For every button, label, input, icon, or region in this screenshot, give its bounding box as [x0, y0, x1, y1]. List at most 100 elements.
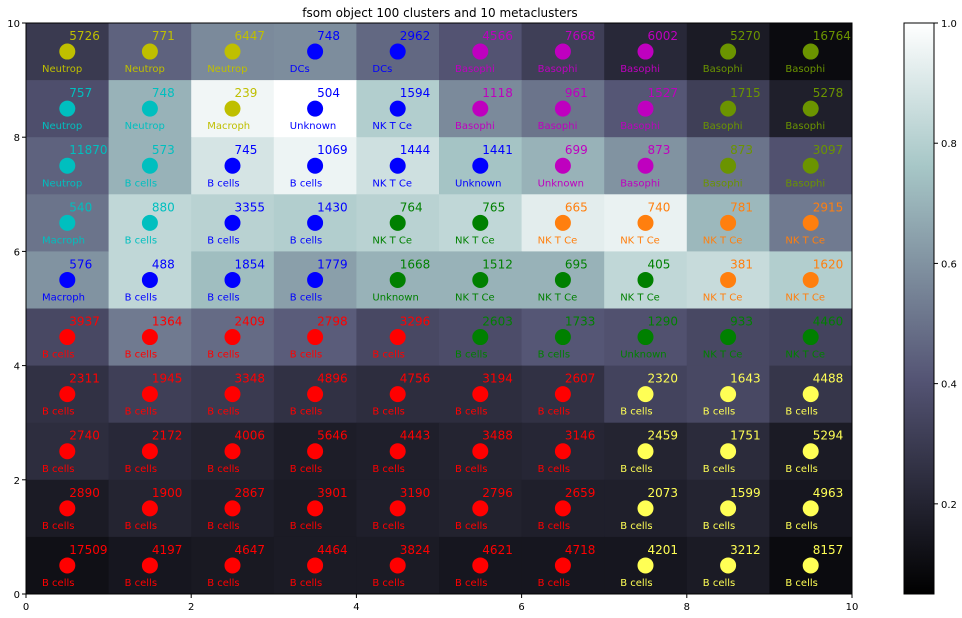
cluster-label: Basophi	[785, 121, 825, 132]
cluster-label: B cells	[290, 464, 322, 475]
cluster-label: NK T Ce	[455, 293, 495, 304]
cluster-label: Basophi	[620, 178, 660, 189]
cluster-marker	[59, 157, 76, 174]
cluster-marker	[59, 214, 76, 231]
cluster-count: 665	[565, 200, 588, 214]
cluster-marker	[59, 500, 76, 517]
cluster-label: B cells	[372, 464, 404, 475]
cluster-count: 5270	[730, 29, 761, 43]
cluster-label: Unknown	[290, 121, 336, 132]
cluster-label: DCs	[290, 64, 310, 75]
cluster-marker	[389, 100, 406, 117]
cluster-count: 3296	[400, 315, 431, 329]
cluster-marker	[554, 100, 571, 117]
cluster-count: 16764	[813, 29, 851, 43]
cluster-label: B cells	[620, 407, 652, 418]
cluster-label: B cells	[785, 464, 817, 475]
cluster-label: B cells	[785, 521, 817, 532]
cluster-label: B cells	[125, 293, 157, 304]
cluster-label: B cells	[703, 407, 735, 418]
cluster-label: B cells	[207, 235, 239, 246]
cluster-marker	[554, 214, 571, 231]
cluster-label: B cells	[125, 464, 157, 475]
cluster-count: 2915	[813, 200, 844, 214]
cluster-label: Macroph	[42, 235, 85, 246]
cluster-label: Neutrop	[42, 178, 82, 189]
cluster-marker	[307, 214, 324, 231]
cluster-marker	[802, 500, 819, 517]
cluster-count: 1069	[317, 143, 348, 157]
cluster-count: 748	[317, 29, 340, 43]
cluster-label: NK T Ce	[703, 293, 743, 304]
y-axis: 0 2 4 6 8 10	[7, 19, 26, 601]
cluster-marker	[141, 329, 158, 346]
cluster-label: Basophi	[538, 64, 578, 75]
cluster-label: B cells	[290, 293, 322, 304]
cluster-label: B cells	[207, 407, 239, 418]
cluster-count: 1441	[482, 143, 513, 157]
cluster-marker	[637, 43, 654, 60]
cluster-count: 2740	[69, 429, 100, 443]
cluster-count: 740	[648, 200, 671, 214]
cluster-count: 4718	[565, 543, 596, 557]
cluster-marker	[224, 100, 241, 117]
cluster-label: B cells	[42, 350, 74, 361]
cluster-marker	[472, 100, 489, 117]
cluster-marker	[472, 500, 489, 517]
cluster-label: B cells	[455, 407, 487, 418]
cluster-marker	[472, 329, 489, 346]
cluster-label: B cells	[785, 407, 817, 418]
cluster-marker	[224, 329, 241, 346]
cluster-count: 4197	[152, 543, 183, 557]
cluster-label: B cells	[703, 464, 735, 475]
cluster-count: 1290	[648, 315, 679, 329]
cluster-label: B cells	[207, 464, 239, 475]
cluster-count: 4896	[317, 372, 348, 386]
colorbar-tick-label: 1.0	[941, 19, 957, 30]
cluster-count: 1751	[730, 429, 761, 443]
cluster-marker	[472, 43, 489, 60]
cluster-label: Neutrop	[207, 64, 247, 75]
cluster-count: 1945	[152, 372, 183, 386]
x-tick-label: 4	[353, 602, 359, 613]
cluster-marker	[224, 557, 241, 574]
cluster-marker	[720, 100, 737, 117]
cluster-label: B cells	[538, 407, 570, 418]
y-tick-label: 2	[14, 476, 20, 487]
cluster-count: 405	[648, 257, 671, 271]
cluster-count: 3937	[69, 315, 100, 329]
cluster-marker	[802, 157, 819, 174]
cluster-marker	[554, 271, 571, 288]
cluster-count: 4963	[813, 486, 844, 500]
cluster-label: NK T Ce	[785, 293, 825, 304]
cluster-label: B cells	[290, 578, 322, 589]
cluster-count: 3190	[400, 486, 431, 500]
cluster-marker	[472, 443, 489, 460]
cluster-label: Basophi	[455, 121, 495, 132]
cluster-count: 4201	[648, 543, 679, 557]
x-tick-label: 2	[188, 602, 194, 613]
cluster-count: 2867	[235, 486, 266, 500]
cluster-marker	[720, 557, 737, 574]
cluster-marker	[720, 500, 737, 517]
cluster-marker	[224, 386, 241, 403]
cluster-label: Neutrop	[125, 64, 165, 75]
cluster-marker	[802, 100, 819, 117]
cluster-label: B cells	[785, 578, 817, 589]
cluster-marker	[224, 43, 241, 60]
cluster-markers: 5726 Neutrop 771 Neutrop 6447 Neutrop 748 DCs 29…	[42, 29, 851, 589]
cluster-label: B cells	[207, 350, 239, 361]
cluster-count: 2603	[482, 315, 513, 329]
cluster-count: 4621	[482, 543, 513, 557]
cluster-label: NK T Ce	[620, 293, 660, 304]
cluster-marker	[637, 557, 654, 574]
cluster-count: 11870	[69, 143, 107, 157]
colorbar-tick-label: 0.2	[941, 500, 957, 511]
cluster-marker	[637, 443, 654, 460]
cluster-count: 1733	[565, 315, 596, 329]
cluster-label: B cells	[42, 521, 74, 532]
cluster-label: NK T Ce	[785, 350, 825, 361]
plot-frame	[25, 22, 853, 595]
cluster-label: B cells	[620, 578, 652, 589]
